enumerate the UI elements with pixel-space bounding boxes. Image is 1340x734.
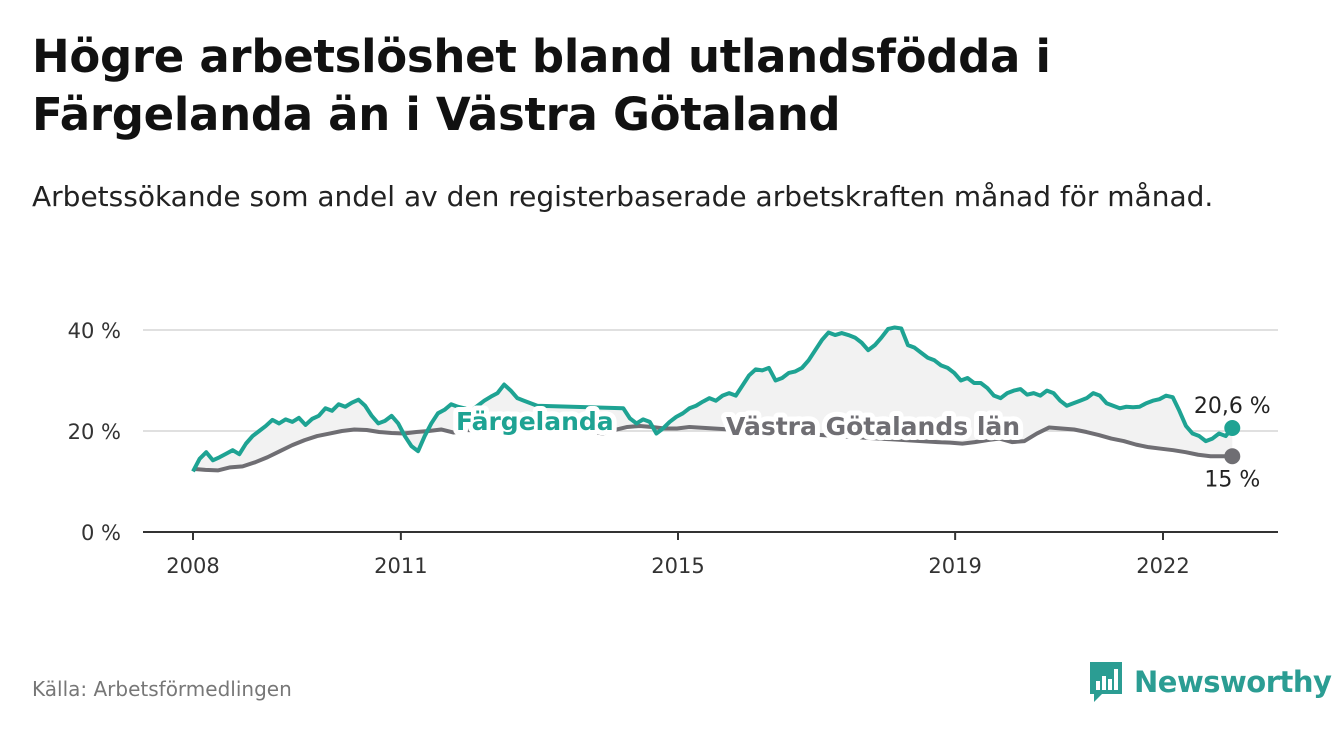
x-tick-label: 2022 [1136, 554, 1189, 578]
series-line-fargelanda [191, 325, 1234, 473]
chart-subtitle: Arbetssökande som andel av den registerb… [32, 180, 1214, 213]
newsworthy-logo-icon [1090, 662, 1122, 702]
end-marker-vastra-gotaland [1224, 448, 1241, 465]
y-tick-label: 40 % [68, 319, 121, 343]
gap-fill-area [193, 327, 1233, 472]
brand-logo[interactable]: Newsworthy [1088, 660, 1332, 704]
series-label-vastra-gotaland: Västra Götalands län [726, 412, 1020, 441]
source-note: Källa: Arbetsförmedlingen [32, 677, 292, 701]
x-tick-label: 2008 [166, 554, 219, 578]
series-label-fargelanda-halo: Färgelanda [456, 407, 614, 436]
series-line-vastra-gotaland [192, 423, 1233, 473]
x-tick-label: 2011 [374, 554, 427, 578]
chart-title: Högre arbetslöshet bland utlandsfödda i … [32, 30, 1051, 141]
end-label-fargelanda: 20,6 % [1194, 394, 1271, 419]
x-tick-label: 2019 [928, 554, 981, 578]
end-marker-fargelanda [1224, 419, 1241, 436]
x-tick-label: 2015 [651, 554, 704, 578]
brand-name: Newsworthy [1134, 665, 1332, 699]
series-label-fargelanda: Färgelanda [456, 407, 614, 436]
y-tick-label: 0 % [81, 521, 121, 545]
y-tick-label: 20 % [68, 420, 121, 444]
end-label-vastra-gotaland: 15 % [1204, 467, 1260, 492]
line-chart: 0 % 20 % 40 % 2008 2011 2015 2019 2022 Färgela… [68, 319, 1278, 578]
series-label-vastra-gotaland-halo: Västra Götalands län [726, 412, 1020, 441]
